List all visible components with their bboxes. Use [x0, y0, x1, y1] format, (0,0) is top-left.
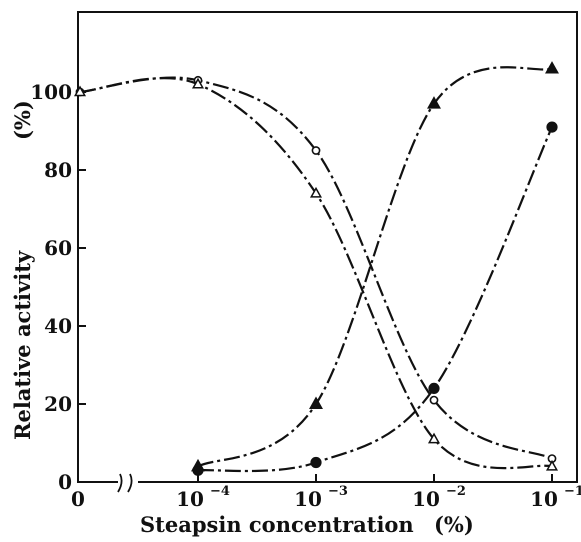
x-tick-exponent: −1 — [564, 484, 581, 499]
data-point-filled-triangle — [427, 96, 441, 109]
y-tick-label: 60 — [44, 236, 72, 260]
data-point-filled-circle — [428, 382, 440, 395]
x-tick-exponent: −3 — [328, 484, 348, 499]
y-axis-unit: (%) — [10, 100, 35, 140]
x-tick-exponent: −2 — [446, 484, 466, 499]
x-tick-label: 10 — [530, 487, 558, 511]
data-point-filled-circle — [310, 456, 322, 469]
x-tick-label: 10 — [294, 487, 322, 511]
y-tick-labels: 0 20 40 60 80 100 — [30, 80, 72, 494]
data-point-open-triangle — [427, 432, 441, 444]
x-tick-label: 10 — [412, 487, 440, 511]
data-point-filled-circle — [192, 464, 204, 476]
data-point-open-circle — [429, 395, 439, 405]
x-tick-label: 10 — [176, 487, 204, 511]
series-line-open-triangle — [79, 77, 553, 470]
y-tick-label: 100 — [30, 80, 72, 104]
series-line-filled-triangle — [197, 66, 553, 468]
axis-break-gap — [118, 474, 138, 488]
axis-break-mark — [117, 473, 133, 493]
axis-ticks — [78, 91, 553, 483]
data-point-open-triangle — [73, 85, 87, 97]
series-line-filled-circle — [197, 126, 554, 473]
data-point-filled-circle — [546, 121, 558, 133]
y-tick-label: 80 — [44, 158, 72, 182]
data-markers — [73, 61, 559, 476]
data-point-open-triangle — [309, 186, 323, 198]
data-point-open-circle — [311, 146, 321, 155]
data-curves — [79, 66, 554, 473]
data-point-open-triangle — [191, 77, 205, 89]
y-tick-label: 40 — [44, 314, 72, 338]
y-tick-label: 20 — [44, 392, 72, 416]
y-axis-title: Relative activity — [10, 250, 35, 440]
x-axis-title: Steapsin concentration — [140, 512, 414, 537]
data-point-open-triangle — [545, 459, 559, 471]
x-tick-label: 0 — [71, 487, 85, 511]
x-tick-labels: 0 10 −4 10 −3 10 −2 10 −1 — [71, 484, 581, 511]
x-tick-exponent: −4 — [210, 484, 230, 499]
data-point-filled-triangle — [309, 396, 323, 409]
axis-break — [117, 473, 138, 493]
x-axis-unit: (%) — [434, 512, 474, 537]
y-tick-label: 0 — [58, 470, 72, 494]
data-point-filled-triangle — [545, 61, 559, 74]
